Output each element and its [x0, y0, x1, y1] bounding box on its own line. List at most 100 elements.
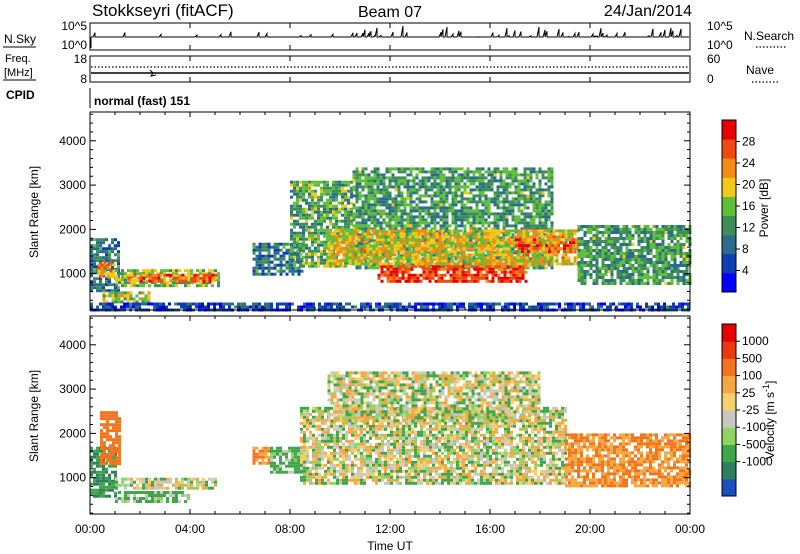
heatmap-cell: [386, 270, 390, 274]
heatmap-cell: [352, 176, 356, 180]
heatmap-cell: [477, 262, 481, 266]
heatmap-cell: [178, 273, 182, 277]
heatmap-cell: [474, 238, 478, 242]
heatmap-cell: [439, 188, 443, 192]
heatmap-cell: [147, 300, 151, 304]
heatmap-cell: [453, 302, 456, 306]
heatmap-cell: [514, 221, 518, 225]
heatmap-cell: [472, 188, 476, 192]
heatmap-cell: [396, 241, 400, 245]
heatmap-cell: [400, 209, 404, 213]
heatmap-cell: [308, 180, 311, 184]
heatmap-cell: [533, 238, 536, 242]
heatmap-cell: [417, 238, 421, 242]
heatmap-cell: [442, 206, 446, 210]
heatmap-cell: [105, 250, 108, 254]
heatmap-cell: [472, 173, 476, 177]
heatmap-cell: [135, 302, 138, 306]
heatmap-cell: [460, 197, 464, 201]
heatmap-cell: [352, 224, 356, 228]
heatmap-cell: [497, 264, 501, 268]
heatmap-cell: [326, 201, 329, 205]
heatmap-cell: [431, 273, 435, 277]
heatmap-cell: [302, 240, 305, 244]
heatmap-cell: [409, 227, 413, 231]
heatmap-cell: [148, 273, 152, 277]
heatmap-cell: [317, 246, 320, 250]
heatmap-cell: [532, 170, 536, 174]
heatmap-cell: [444, 259, 448, 263]
heatmap-cell: [96, 247, 99, 251]
heatmap-cell: [433, 191, 437, 195]
heatmap-cell: [540, 238, 544, 242]
heatmap-cell: [267, 269, 271, 273]
heatmap-cell: [408, 305, 411, 309]
heatmap-cell: [207, 302, 210, 306]
heatmap-cell: [361, 206, 365, 210]
heatmap-cell: [363, 241, 367, 245]
heatmap-cell: [400, 215, 404, 219]
heatmap-cell: [105, 302, 108, 306]
heatmap-cell: [466, 176, 470, 180]
heatmap-cell: [420, 262, 424, 266]
heatmap-cell: [311, 198, 314, 202]
heatmap-cell: [634, 267, 638, 270]
heatmap-cell: [387, 244, 391, 248]
heatmap-cell: [631, 267, 635, 270]
heatmap-cell: [390, 244, 394, 248]
heatmap-cell: [520, 179, 524, 183]
heatmap-cell: [505, 221, 509, 225]
heatmap-cell: [672, 302, 675, 306]
heatmap-cell: [102, 300, 106, 304]
heatmap-cell: [354, 235, 358, 239]
heatmap-cell: [399, 262, 403, 266]
heatmap-cell: [106, 275, 110, 279]
heatmap-cell: [378, 235, 382, 239]
heatmap-cell: [411, 235, 415, 239]
heatmap-cell: [402, 250, 406, 254]
heatmap-cell: [473, 276, 477, 280]
heatmap-cell: [676, 249, 680, 252]
heatmap-cell: [561, 256, 565, 260]
heatmap-cell: [439, 173, 443, 177]
heatmap-cell: [526, 215, 530, 219]
heatmap-cell: [445, 185, 449, 189]
heatmap-cell: [321, 305, 324, 309]
heatmap-cell: [109, 272, 113, 276]
heatmap-cell: [302, 228, 305, 232]
heatmap-cell: [344, 204, 347, 208]
heatmap-cell: [282, 242, 286, 246]
heatmap-cell: [420, 238, 424, 242]
heatmap-cell: [267, 257, 271, 261]
heatmap-cell: [288, 269, 292, 273]
heatmap-cell: [655, 282, 659, 285]
heatmap-cell: [487, 167, 491, 171]
heatmap-cell: [616, 261, 620, 264]
heatmap-cell: [90, 256, 93, 260]
heatmap-cell: [619, 255, 623, 258]
heatmap-cell: [541, 254, 545, 258]
heatmap-cell: [109, 275, 113, 279]
heatmap-cell: [433, 218, 437, 222]
heatmap-cell: [582, 305, 585, 309]
heatmap-cell: [518, 273, 522, 277]
heatmap-cell: [419, 273, 423, 277]
heatmap-cell: [621, 302, 624, 306]
heatmap-cell: [418, 206, 422, 210]
heatmap-cell: [628, 252, 632, 255]
heatmap-cell: [461, 267, 465, 271]
heatmap-cell: [521, 250, 524, 254]
heatmap-cell: [427, 209, 431, 213]
heatmap-cell: [279, 257, 283, 261]
heatmap-cell: [492, 244, 496, 248]
heatmap-cell: [535, 170, 539, 174]
heatmap-cell: [406, 224, 410, 228]
heatmap-cell: [273, 242, 277, 246]
heatmap-cell: [643, 264, 647, 267]
heatmap-cell: [373, 170, 377, 174]
heatmap-cell: [133, 269, 136, 273]
heatmap-cell: [112, 263, 116, 267]
heatmap-cell: [646, 252, 650, 255]
heatmap-cell: [538, 266, 542, 270]
heatmap-cell: [457, 209, 461, 213]
